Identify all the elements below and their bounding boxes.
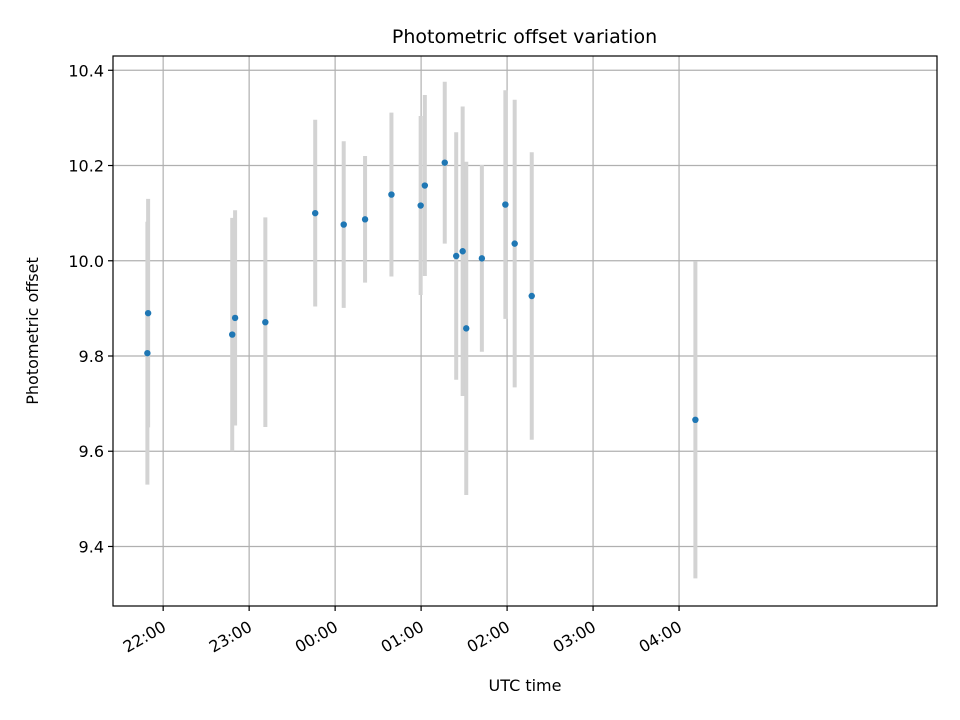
y-axis-label: Photometric offset: [23, 257, 42, 405]
x-tick-label: 22:00: [120, 617, 169, 657]
data-point: [463, 325, 470, 332]
x-tick-label: 04:00: [636, 617, 685, 657]
grid: [113, 56, 937, 606]
chart-title: Photometric offset variation: [392, 26, 657, 48]
data-point: [421, 182, 429, 189]
x-tick-label: 03:00: [550, 617, 599, 657]
data-point: [459, 248, 466, 255]
data-point: [231, 314, 239, 322]
x-tick-label: 02:00: [464, 617, 513, 657]
x-axis: 22:00 23:00 00:00 01:00 02:00 03:00 04:00: [120, 606, 685, 657]
data-points: [144, 159, 699, 424]
x-tick-label: 23:00: [206, 617, 255, 657]
data-point: [453, 252, 460, 260]
data-point: [692, 416, 699, 424]
y-tick-label: 9.6: [79, 442, 104, 461]
y-tick-label: 10.0: [68, 252, 104, 271]
data-point: [144, 309, 152, 317]
data-point: [478, 255, 486, 262]
plot-area: [112, 55, 938, 607]
data-point: [361, 216, 369, 223]
data-point: [312, 209, 319, 217]
data-point: [144, 349, 151, 357]
data-point: [262, 318, 269, 326]
data-point: [388, 191, 395, 198]
y-axis: 9.4 9.6 9.8 10.0 10.2 10.4: [68, 61, 113, 556]
data-point: [502, 201, 509, 208]
x-tick-label: 01:00: [378, 617, 427, 657]
y-tick-label: 9.4: [79, 537, 104, 556]
data-point: [441, 159, 448, 166]
data-point: [229, 331, 236, 338]
data-point: [528, 292, 535, 300]
y-tick-label: 9.8: [79, 347, 104, 366]
data-point: [511, 240, 518, 247]
y-tick-label: 10.2: [68, 157, 104, 176]
data-point: [340, 221, 347, 228]
x-axis-label: UTC time: [489, 676, 562, 695]
y-tick-label: 10.4: [68, 61, 104, 80]
x-tick-label: 00:00: [292, 617, 341, 657]
data-point: [417, 202, 424, 209]
